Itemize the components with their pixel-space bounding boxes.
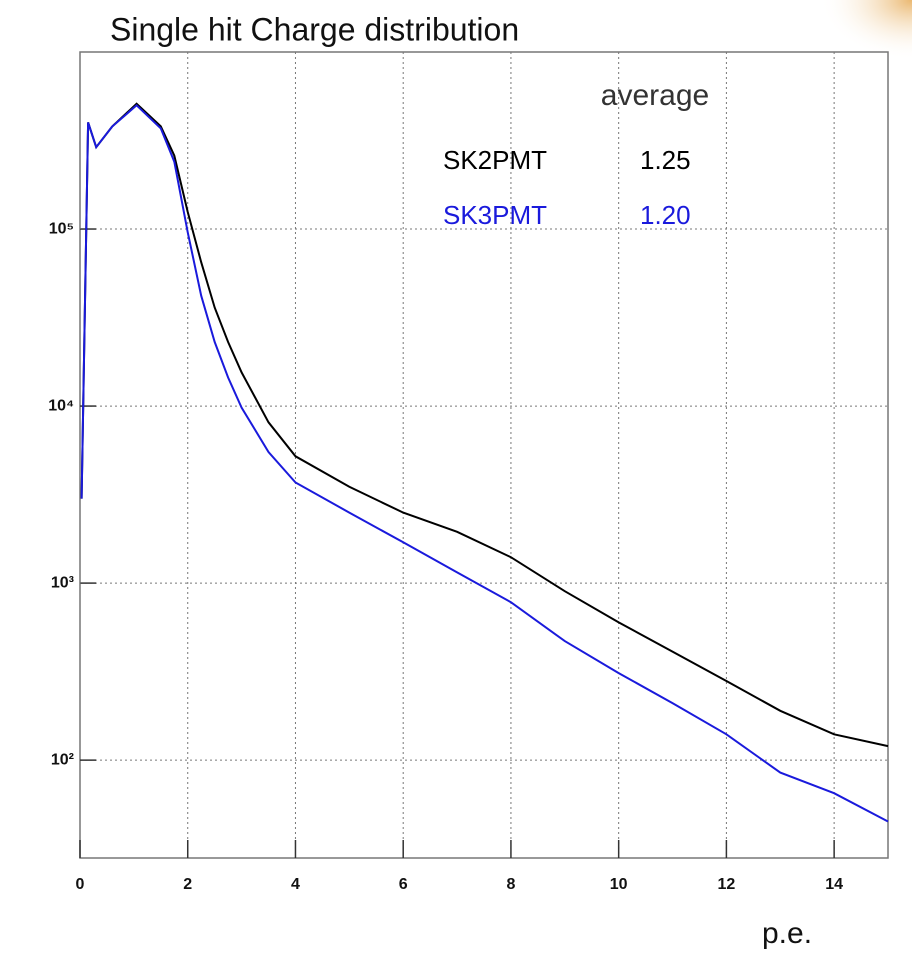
legend-average: 1.25 <box>640 145 691 175</box>
legend-label: SK2PMT <box>443 145 547 175</box>
series-line <box>80 103 889 823</box>
x-tick-label: 10 <box>610 876 628 893</box>
decoration <box>820 0 912 60</box>
y-tick-label: 10⁵ <box>49 220 74 237</box>
x-tick-label: 4 <box>291 876 300 893</box>
x-tick-label: 0 <box>76 876 85 893</box>
plot-frame <box>79 51 889 859</box>
x-tick-label: 2 <box>183 876 192 893</box>
x-tick-label: 12 <box>718 876 736 893</box>
y-tick-label: 10³ <box>51 574 74 591</box>
x-tick-label: 8 <box>506 876 515 893</box>
x-tick-label: 14 <box>825 876 843 893</box>
chart-title: Single hit Charge distribution <box>110 11 519 47</box>
annotation: average <box>601 79 709 112</box>
series-line <box>80 102 889 748</box>
x-tick-label: 6 <box>399 876 408 893</box>
y-tick-label: 10⁴ <box>48 397 74 414</box>
legend-average: 1.20 <box>640 200 691 230</box>
legend-label: SK3PMT <box>443 200 547 230</box>
x-axis-label: p.e. <box>762 917 812 950</box>
y-tick-label: 10² <box>51 751 74 768</box>
